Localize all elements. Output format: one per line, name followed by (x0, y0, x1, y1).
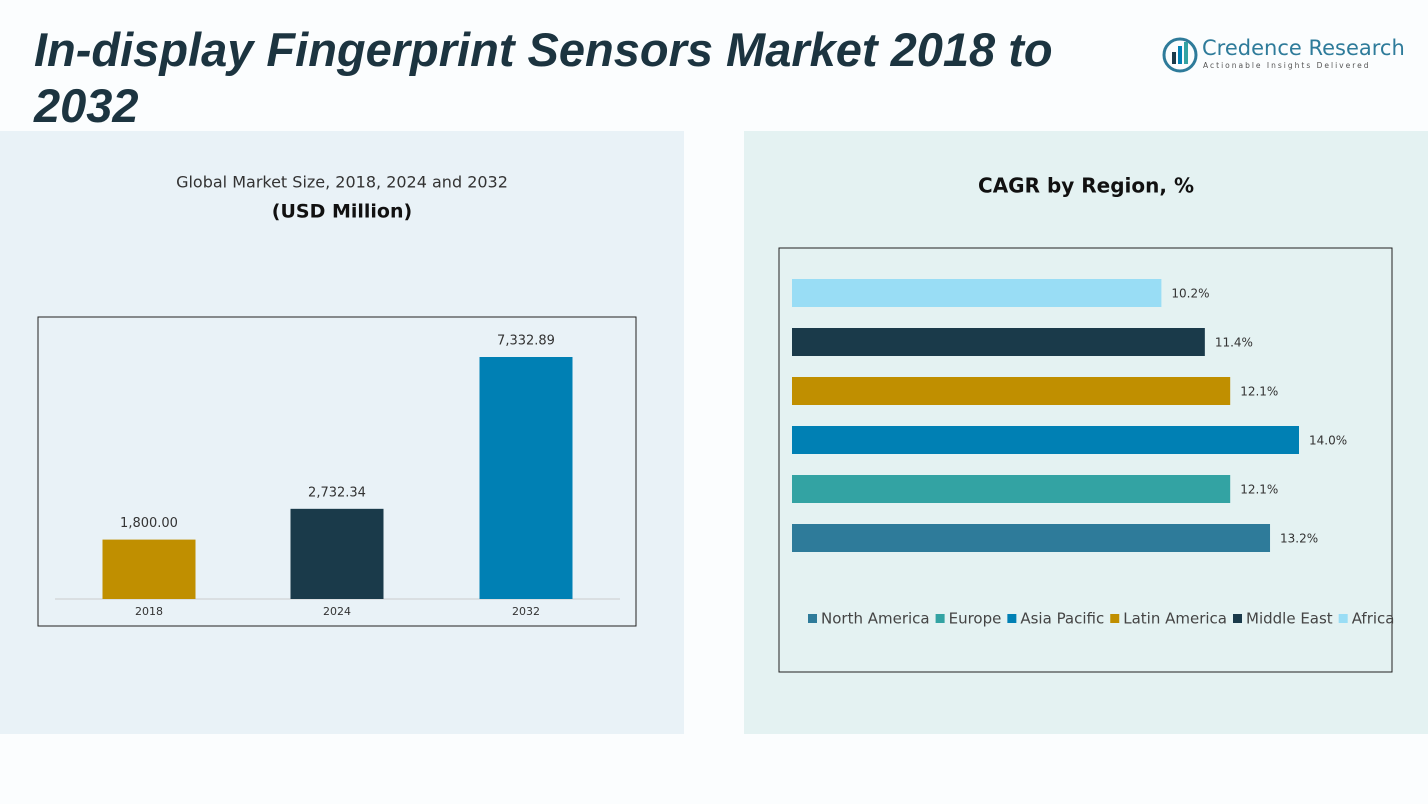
chart-subtitle: (USD Million) (272, 201, 412, 223)
legend-swatch (808, 614, 817, 623)
legend-swatch (1338, 614, 1348, 623)
legend-swatch (1233, 614, 1242, 623)
logo-icon (1184, 42, 1188, 64)
logo-icon (1178, 46, 1182, 64)
bar (102, 539, 196, 599)
bar (792, 475, 1231, 503)
bar (290, 508, 384, 599)
value-label: 14.0% (1309, 434, 1347, 448)
legend-swatch (935, 614, 945, 623)
x-tick-label: 2018 (135, 605, 163, 618)
x-tick-label: 2032 (512, 605, 540, 618)
tagline: Actionable Insights Delivered (1203, 61, 1371, 70)
bar (479, 357, 573, 599)
chart-frame (37, 316, 637, 627)
page-title: In-display Fingerprint Sensors Market 20… (34, 23, 1053, 132)
value-label: 12.1% (1240, 483, 1278, 497)
value-label: 13.2% (1280, 532, 1318, 546)
legend-label: Africa (1352, 610, 1395, 628)
legend-label: Latin America (1123, 610, 1227, 628)
logo: Credence Research Actionable Insights De… (1162, 36, 1405, 73)
value-label: 10.2% (1171, 287, 1209, 301)
legend-label: Europe (949, 610, 1002, 628)
chart-title: Global Market Size, 2018, 2024 and 2032 (176, 173, 508, 192)
legend-swatch (1007, 614, 1017, 623)
value-label: 11.4% (1215, 336, 1253, 350)
bar (792, 377, 1231, 405)
legend-label: North America (821, 610, 930, 628)
bar (792, 524, 1271, 552)
logo-icon (1162, 37, 1198, 73)
value-label: 12.1% (1240, 385, 1278, 399)
value-label: 1,800.00 (120, 516, 178, 531)
bar (792, 328, 1205, 356)
bar (792, 426, 1299, 454)
chart-frame (778, 247, 1393, 673)
value-label: 2,732.34 (308, 485, 366, 500)
legend-swatch (1110, 614, 1120, 623)
legend-label: Middle East (1246, 610, 1333, 628)
value-label: 7,332.89 (497, 334, 555, 349)
chart-title: CAGR by Region, % (978, 174, 1194, 198)
x-tick-label: 2024 (323, 605, 351, 618)
brand: Credence Research (1202, 36, 1405, 60)
logo-icon (1172, 52, 1176, 64)
bar (792, 279, 1162, 307)
legend-label: Asia Pacific (1020, 610, 1104, 628)
